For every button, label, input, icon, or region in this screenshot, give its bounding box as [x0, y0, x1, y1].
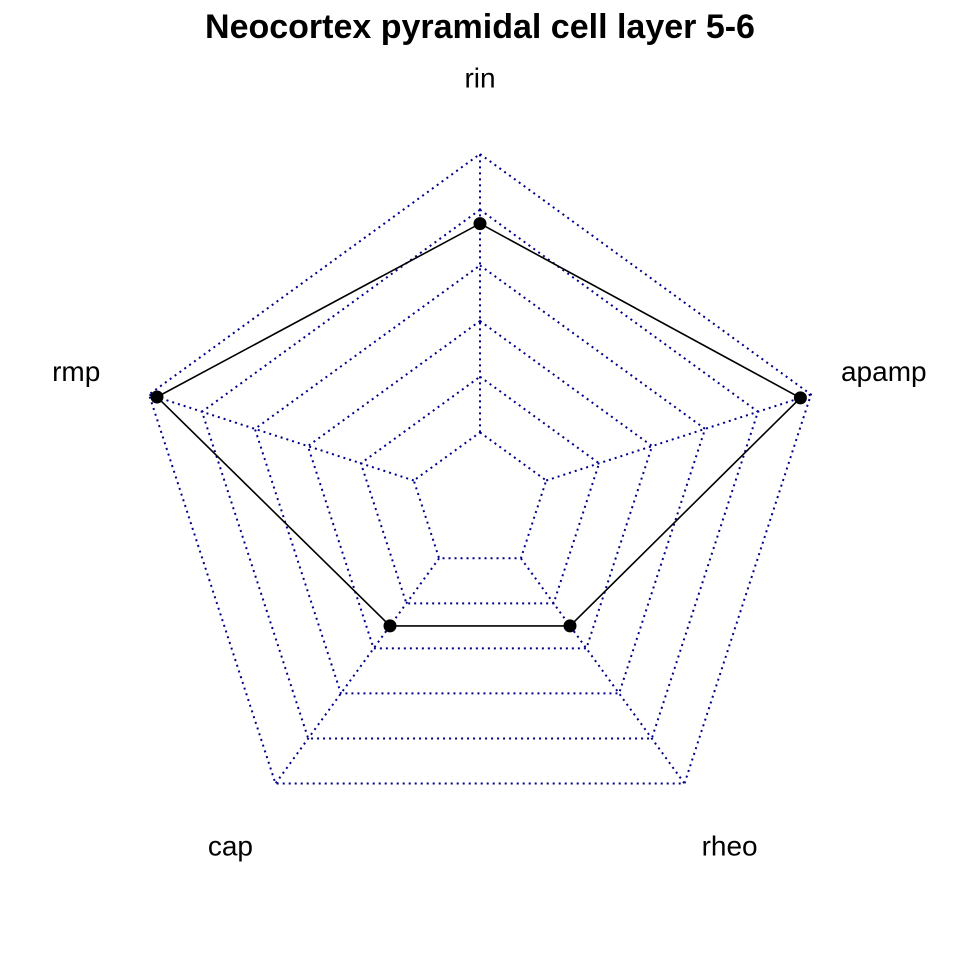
- data-point-rheo: [563, 619, 577, 633]
- data-point-cap: [383, 619, 397, 633]
- data-point-rin: [473, 217, 487, 231]
- axis-label-rheo: rheo: [702, 831, 758, 862]
- grid-spoke-apamp: [545, 393, 812, 482]
- axis-labels: rin apamp rheo cap rmp: [52, 62, 927, 861]
- data-point-rmp: [150, 390, 164, 404]
- chart-title: Neocortex pyramidal cell layer 5-6: [205, 8, 755, 46]
- axis-label-apamp: apamp: [841, 356, 927, 387]
- grid-ring-5: [147, 152, 813, 785]
- grid-ring-1: [359, 375, 601, 605]
- radar-grid: [147, 152, 813, 785]
- radar-series: [150, 217, 807, 633]
- grid-spoke-rheo: [520, 557, 686, 785]
- grid-ring-2: [306, 319, 654, 650]
- axis-label-cap: cap: [208, 831, 253, 862]
- data-point-apamp: [793, 391, 807, 405]
- grid-spoke-rmp: [148, 393, 415, 482]
- axis-label-rmp: rmp: [52, 356, 100, 387]
- grid-ring-4: [200, 208, 760, 740]
- grid-ring-3: [253, 264, 707, 695]
- grid-ring-0: [412, 431, 548, 560]
- grid-spoke-cap: [274, 557, 440, 785]
- series-line: [155, 222, 802, 627]
- axis-label-rin: rin: [464, 62, 495, 93]
